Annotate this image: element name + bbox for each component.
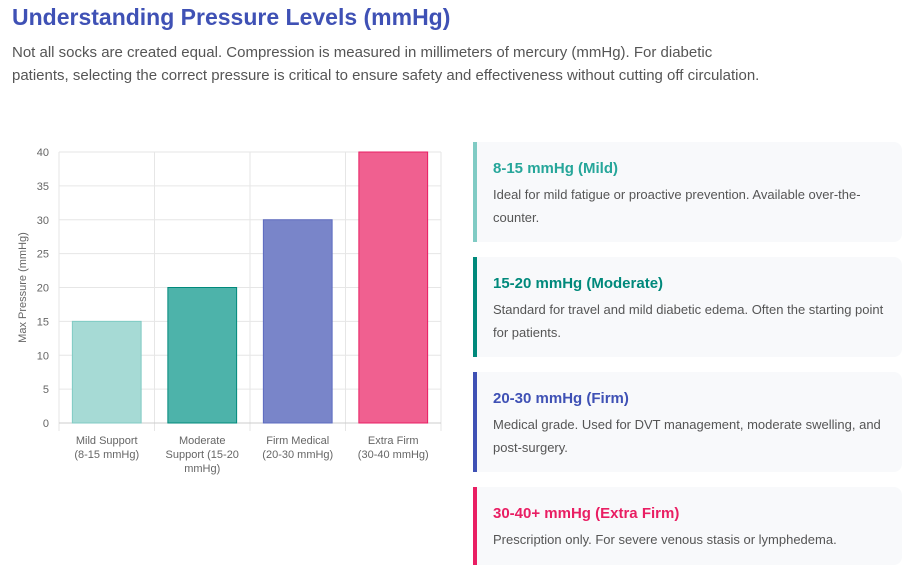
y-tick-label: 15: [37, 316, 49, 328]
card-title: 20-30 mmHg (Firm): [493, 390, 629, 407]
x-tick-label: (20-30 mmHg): [262, 449, 333, 461]
x-tick-label: Support (15-20: [166, 449, 239, 461]
y-tick-label: 30: [37, 215, 49, 227]
x-tick-label: Firm Medical: [266, 435, 329, 447]
y-tick-label: 0: [43, 418, 49, 430]
x-tick-label: (30-40 mmHg): [358, 449, 429, 461]
x-tick-label: Mild Support: [76, 435, 138, 447]
bar: [358, 151, 429, 424]
card-title: 15-20 mmHg (Moderate): [493, 275, 664, 292]
x-tick-label: Moderate: [179, 435, 225, 447]
card-title: 30-40+ mmHg (Extra Firm): [493, 505, 680, 522]
y-tick-label: 25: [37, 249, 49, 261]
pressure-card: 15-20 mmHg (Moderate) Standard for travel…: [473, 257, 902, 357]
pressure-bar-chart: 0 5 10 15 20 25 30 35 40 Max Pressure (mmHg) Mild …: [17, 147, 442, 475]
x-tick-label: Extra Firm: [368, 435, 419, 447]
card-text: Prescription only. For severe venous sta…: [493, 532, 837, 547]
bar: [71, 320, 142, 424]
y-axis-label: Max Pressure (mmHg): [17, 232, 29, 343]
bar: [262, 219, 333, 424]
x-tick-label: mmHg): [184, 463, 220, 475]
card-title: 8-15 mmHg (Mild): [493, 160, 619, 177]
pressure-card: 20-30 mmHg (Firm) Medical grade. Used for…: [473, 372, 902, 472]
card-text: Medical grade. Used for DVT management, …: [493, 417, 881, 455]
x-tick-label: (8-15 mmHg): [74, 449, 139, 461]
intro-text: Not all socks are created equal. Compres…: [12, 44, 760, 84]
bar: [167, 287, 238, 424]
y-tick-label: 35: [37, 181, 49, 193]
pressure-card: 8-15 mmHg (Mild) Ideal for mild fatigue o…: [473, 142, 902, 242]
y-tick-label: 40: [37, 147, 49, 159]
y-tick-label: 10: [37, 350, 49, 362]
card-text: Ideal for mild fatigue or proactive prev…: [493, 187, 861, 225]
page-title: Understanding Pressure Levels (mmHg): [12, 4, 451, 30]
card-text: Standard for travel and mild diabetic ed…: [493, 302, 884, 340]
pressure-card: 30-40+ mmHg (Extra Firm) Prescription onl…: [473, 487, 902, 565]
y-tick-label: 5: [43, 384, 49, 396]
y-tick-label: 20: [37, 283, 49, 295]
